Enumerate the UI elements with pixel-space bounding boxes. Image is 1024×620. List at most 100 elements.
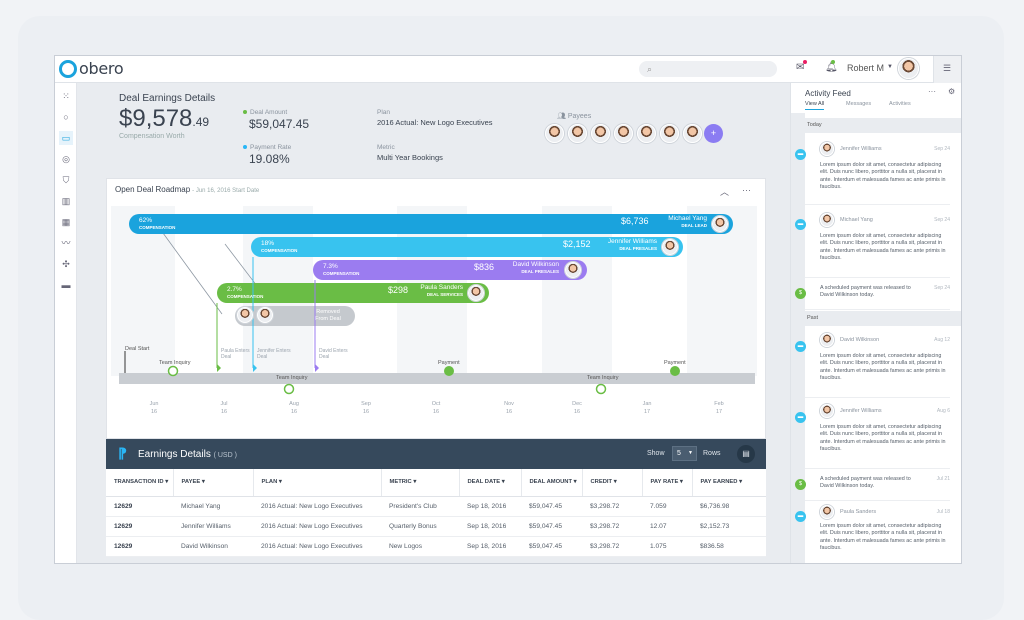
search-input[interactable]: ⌕ (639, 61, 777, 77)
dollar-icon: $ (795, 479, 806, 490)
feed-item[interactable]: ▬ Jennifer Williams Aug 6 Lorem ipsum do… (795, 398, 950, 469)
user-name[interactable]: Robert M (847, 63, 885, 73)
apps-grid-icon[interactable]: ⁙ (62, 91, 70, 101)
message-icon: ▬ (795, 219, 806, 230)
bar-michael-amount: $6,736 (621, 216, 649, 226)
chat-icon[interactable]: ▬ (61, 280, 71, 290)
feed-toggle-button[interactable]: ☰ (933, 56, 961, 83)
table-row[interactable]: 12629 Michael Yang 2016 Actual: New Logo… (106, 496, 766, 517)
payee-avatar[interactable] (683, 124, 702, 143)
feed-item[interactable]: ▬ Jennifer Williams Sep 24 Lorem ipsum d… (795, 134, 950, 205)
message-icon: ▬ (795, 149, 806, 160)
column-header[interactable]: DEAL AMOUNT ▾ (521, 469, 583, 497)
month-tick: Sep 16 (361, 401, 371, 415)
tab-activities[interactable]: Activities (889, 101, 911, 107)
column-header[interactable]: PAY EARNED ▾ (692, 469, 766, 497)
bar-paula-amount: $298 (388, 285, 409, 295)
rows-select[interactable]: 5 ▼ (672, 446, 697, 461)
roadmap-title: Open Deal Roadmap - Jun 16, 2016 Start Da… (115, 185, 260, 194)
cell-payee: Michael Yang (173, 496, 253, 517)
card-icon[interactable]: ▭ (59, 131, 73, 145)
team-inquiry-marker (595, 383, 607, 395)
michael-avatar[interactable] (712, 216, 728, 232)
column-header[interactable]: PAYEE ▾ (173, 469, 254, 497)
top-bar: obero ⌕ ✉ 🔔︎ Robert M ▼ ☰ (55, 56, 961, 83)
removed-avatar[interactable] (237, 307, 253, 323)
earnings-details-header: ⁋ Earnings Details ( USD ) Show 5 ▼ Rows … (106, 439, 766, 469)
payee-avatar[interactable] (591, 124, 610, 143)
cell-deal-date: Sep 18, 2016 (459, 536, 521, 557)
table-row[interactable]: 12629 Jennifer Williams 2016 Actual: New… (106, 516, 766, 537)
user-menu-caret-icon[interactable]: ▼ (887, 64, 893, 70)
add-payee-button[interactable]: + (704, 124, 723, 143)
team-inquiry-marker (167, 365, 179, 377)
feed-body: Lorem ipsum dolor sit amet, consectetur … (820, 424, 946, 452)
mail-icon[interactable]: ✉ (796, 60, 807, 73)
feed-item[interactable]: $ Sep 24 A scheduled payment was release… (795, 278, 950, 310)
payee-avatar[interactable] (637, 124, 656, 143)
cell-metric: Quarterly Bonus (381, 516, 459, 537)
bar-david (313, 260, 587, 280)
column-header[interactable]: TRANSACTION ID ▾ (106, 469, 174, 497)
compensation-caption: Compensation Worth (119, 133, 185, 140)
bar-paula-name: Paula Sanders DEAL SERVICES (420, 284, 463, 297)
payee-avatar[interactable] (614, 124, 633, 143)
month-tick: Jun 16 (149, 401, 159, 415)
more-options-icon[interactable]: ··· (742, 185, 751, 195)
more-options-icon[interactable]: ··· (928, 87, 936, 96)
column-header[interactable]: DEAL DATE ▾ (459, 469, 522, 497)
bell-icon[interactable]: 🔔︎ (825, 60, 838, 73)
target-icon[interactable]: ◎ (62, 154, 70, 164)
feed-item[interactable]: $ Jul 21 A scheduled payment was release… (795, 469, 950, 501)
bar-chart-icon[interactable]: ▥ (61, 196, 71, 206)
table-row[interactable]: 12629 David Wilkinson 2016 Actual: New L… (106, 536, 766, 557)
column-header[interactable]: METRIC ▾ (381, 469, 460, 497)
feed-time: Sep 24 (934, 285, 950, 291)
export-button[interactable]: ▤ (737, 445, 755, 463)
calculator-icon[interactable]: ▦ (61, 217, 71, 227)
pulse-icon[interactable]: ✣ (62, 259, 70, 269)
bar-michael-name: Michael Yang DEAL LEAD (668, 215, 707, 228)
david-avatar[interactable] (565, 262, 581, 278)
bar-david-name: David Wilkinson DEAL PRESALES (512, 261, 559, 274)
tab-messages[interactable]: Messages (846, 101, 872, 107)
column-header[interactable]: PAY RATE ▾ (642, 469, 693, 497)
feed-tabs: View All Messages Activities (805, 101, 950, 111)
feed-item[interactable]: ▬ Paula Sanders Jul 18 Lorem ipsum dolor… (795, 501, 950, 563)
logo[interactable]: obero (59, 59, 124, 78)
payment-rate-value: 19.08% (249, 152, 290, 166)
feed-avatar (820, 404, 834, 418)
bar-michael-pct: 62% COMPENSATION (139, 217, 176, 230)
cell-plan: 2016 Actual: New Logo Executives (253, 536, 381, 557)
export-icon: ▤ (742, 449, 750, 458)
month-tick: Aug 16 (289, 401, 299, 415)
column-header[interactable]: PLAN ▾ (253, 469, 382, 497)
trend-icon[interactable]: 〰 (61, 238, 71, 248)
user-avatar[interactable] (898, 58, 919, 79)
feed-item[interactable]: ▬ David Wilkinson Aug 12 Lorem ipsum dol… (795, 327, 950, 398)
logo-text: obero (79, 59, 124, 78)
earnings-logo-icon: ⁋ (118, 445, 127, 461)
tab-view-all[interactable]: View All (805, 101, 825, 110)
cell-pay-earned: $6,736.98 (692, 496, 766, 517)
collapse-chevron-icon[interactable]: ︿ (720, 187, 730, 197)
gear-icon[interactable]: ⚙ (948, 87, 956, 96)
payee-avatar[interactable] (660, 124, 679, 143)
bar-jennifer-name: Jennifer Williams DEAL PRESALES (607, 238, 657, 251)
removed-avatar[interactable] (257, 307, 273, 323)
jennifer-avatar[interactable] (662, 239, 678, 255)
feed-timeline-rail (791, 113, 805, 563)
feed-author: Jennifer Williams (840, 408, 882, 414)
cell-deal-amount: $59,047.45 (521, 536, 582, 557)
payee-avatar[interactable] (545, 124, 564, 143)
refresh-icon[interactable]: ○ (63, 112, 69, 122)
column-header[interactable]: CREDIT ▾ (582, 469, 643, 497)
payee-avatar[interactable] (568, 124, 587, 143)
compensation-amount: $9,578.49 (119, 105, 210, 132)
feed-item[interactable]: ▬ Michael Yang Sep 24 Lorem ipsum dolor … (795, 205, 950, 278)
paula-avatar[interactable] (468, 285, 484, 301)
shield-icon[interactable]: ⛉ (62, 175, 70, 185)
plan-label: Plan (377, 109, 391, 116)
earnings-title: Earnings Details ( USD ) (138, 449, 237, 460)
feed-time: Aug 6 (936, 408, 950, 414)
